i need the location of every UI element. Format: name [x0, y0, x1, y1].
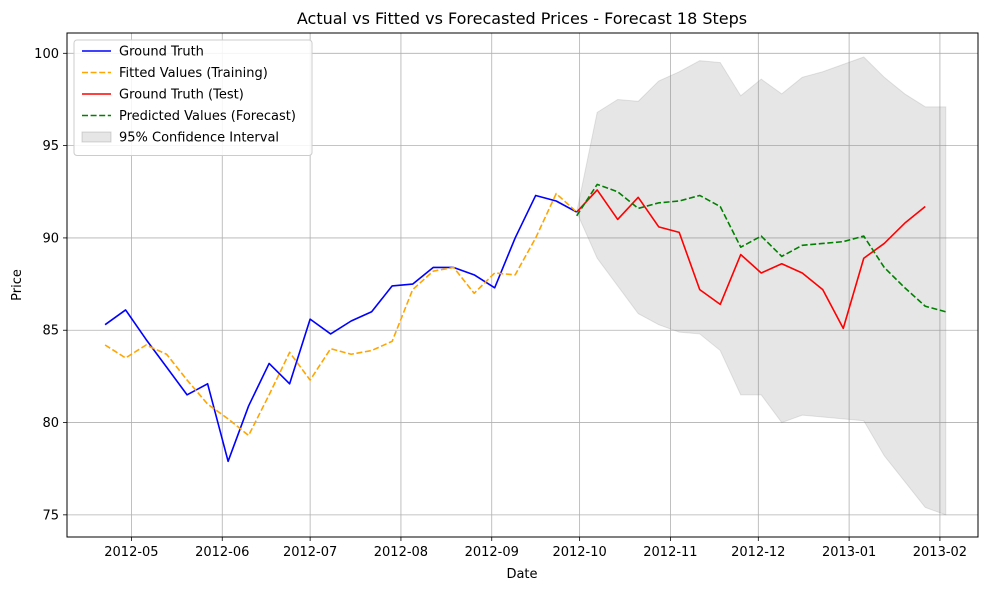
legend-label: Ground Truth: [119, 45, 204, 60]
y-tick-label: 75: [42, 508, 59, 523]
x-tick-label: 2012-10: [552, 545, 606, 560]
series-line-fitted-values-training: [104, 192, 578, 437]
legend-label: Predicted Values (Forecast): [119, 109, 296, 124]
x-axis: 2012-05 2012-06 2012-07 2012-08 2012-09 2012-…: [104, 537, 967, 560]
series-line-ground-truth: [104, 194, 578, 463]
x-axis-label: Date: [506, 567, 537, 582]
x-tick-label: 2012-07: [283, 545, 337, 560]
confidence-band: [576, 56, 947, 516]
x-tick-label: 2013-02: [913, 545, 967, 560]
series-line-ground-truth-test: [576, 189, 926, 330]
legend-label: Ground Truth (Test): [119, 88, 244, 103]
x-tick-label: 2013-01: [822, 545, 876, 560]
x-tick-label: 2012-12: [731, 545, 785, 560]
y-axis-label: Price: [10, 269, 25, 301]
y-tick-label: 85: [42, 324, 59, 339]
legend-box: [73, 39, 313, 156]
legend-label: Fitted Values (Training): [119, 66, 268, 81]
legend-swatch: [81, 131, 112, 143]
x-tick-label: 2012-06: [195, 545, 249, 560]
plot-frame: [66, 32, 979, 538]
legend-label: 95% Confidence Interval: [119, 131, 279, 146]
x-tick-label: 2012-11: [643, 545, 697, 560]
legend: Ground Truth Fitted Values (Training) Grou…: [73, 39, 313, 156]
x-tick-label: 2012-05: [104, 545, 158, 560]
y-axis: 75 80 85 90 95 100: [34, 47, 67, 523]
x-tick-label: 2012-08: [374, 545, 428, 560]
x-tick-label: 2012-09: [465, 545, 519, 560]
y-tick-label: 90: [42, 231, 59, 246]
y-tick-label: 80: [42, 416, 59, 431]
y-tick-label: 95: [42, 139, 59, 154]
y-tick-label: 100: [34, 47, 59, 62]
series-lines: [104, 183, 946, 463]
chart-title: Actual vs Fitted vs Forecasted Prices - …: [297, 9, 747, 28]
confidence-interval-band: [576, 56, 947, 516]
series-line-predicted-values-forecast: [576, 183, 946, 313]
